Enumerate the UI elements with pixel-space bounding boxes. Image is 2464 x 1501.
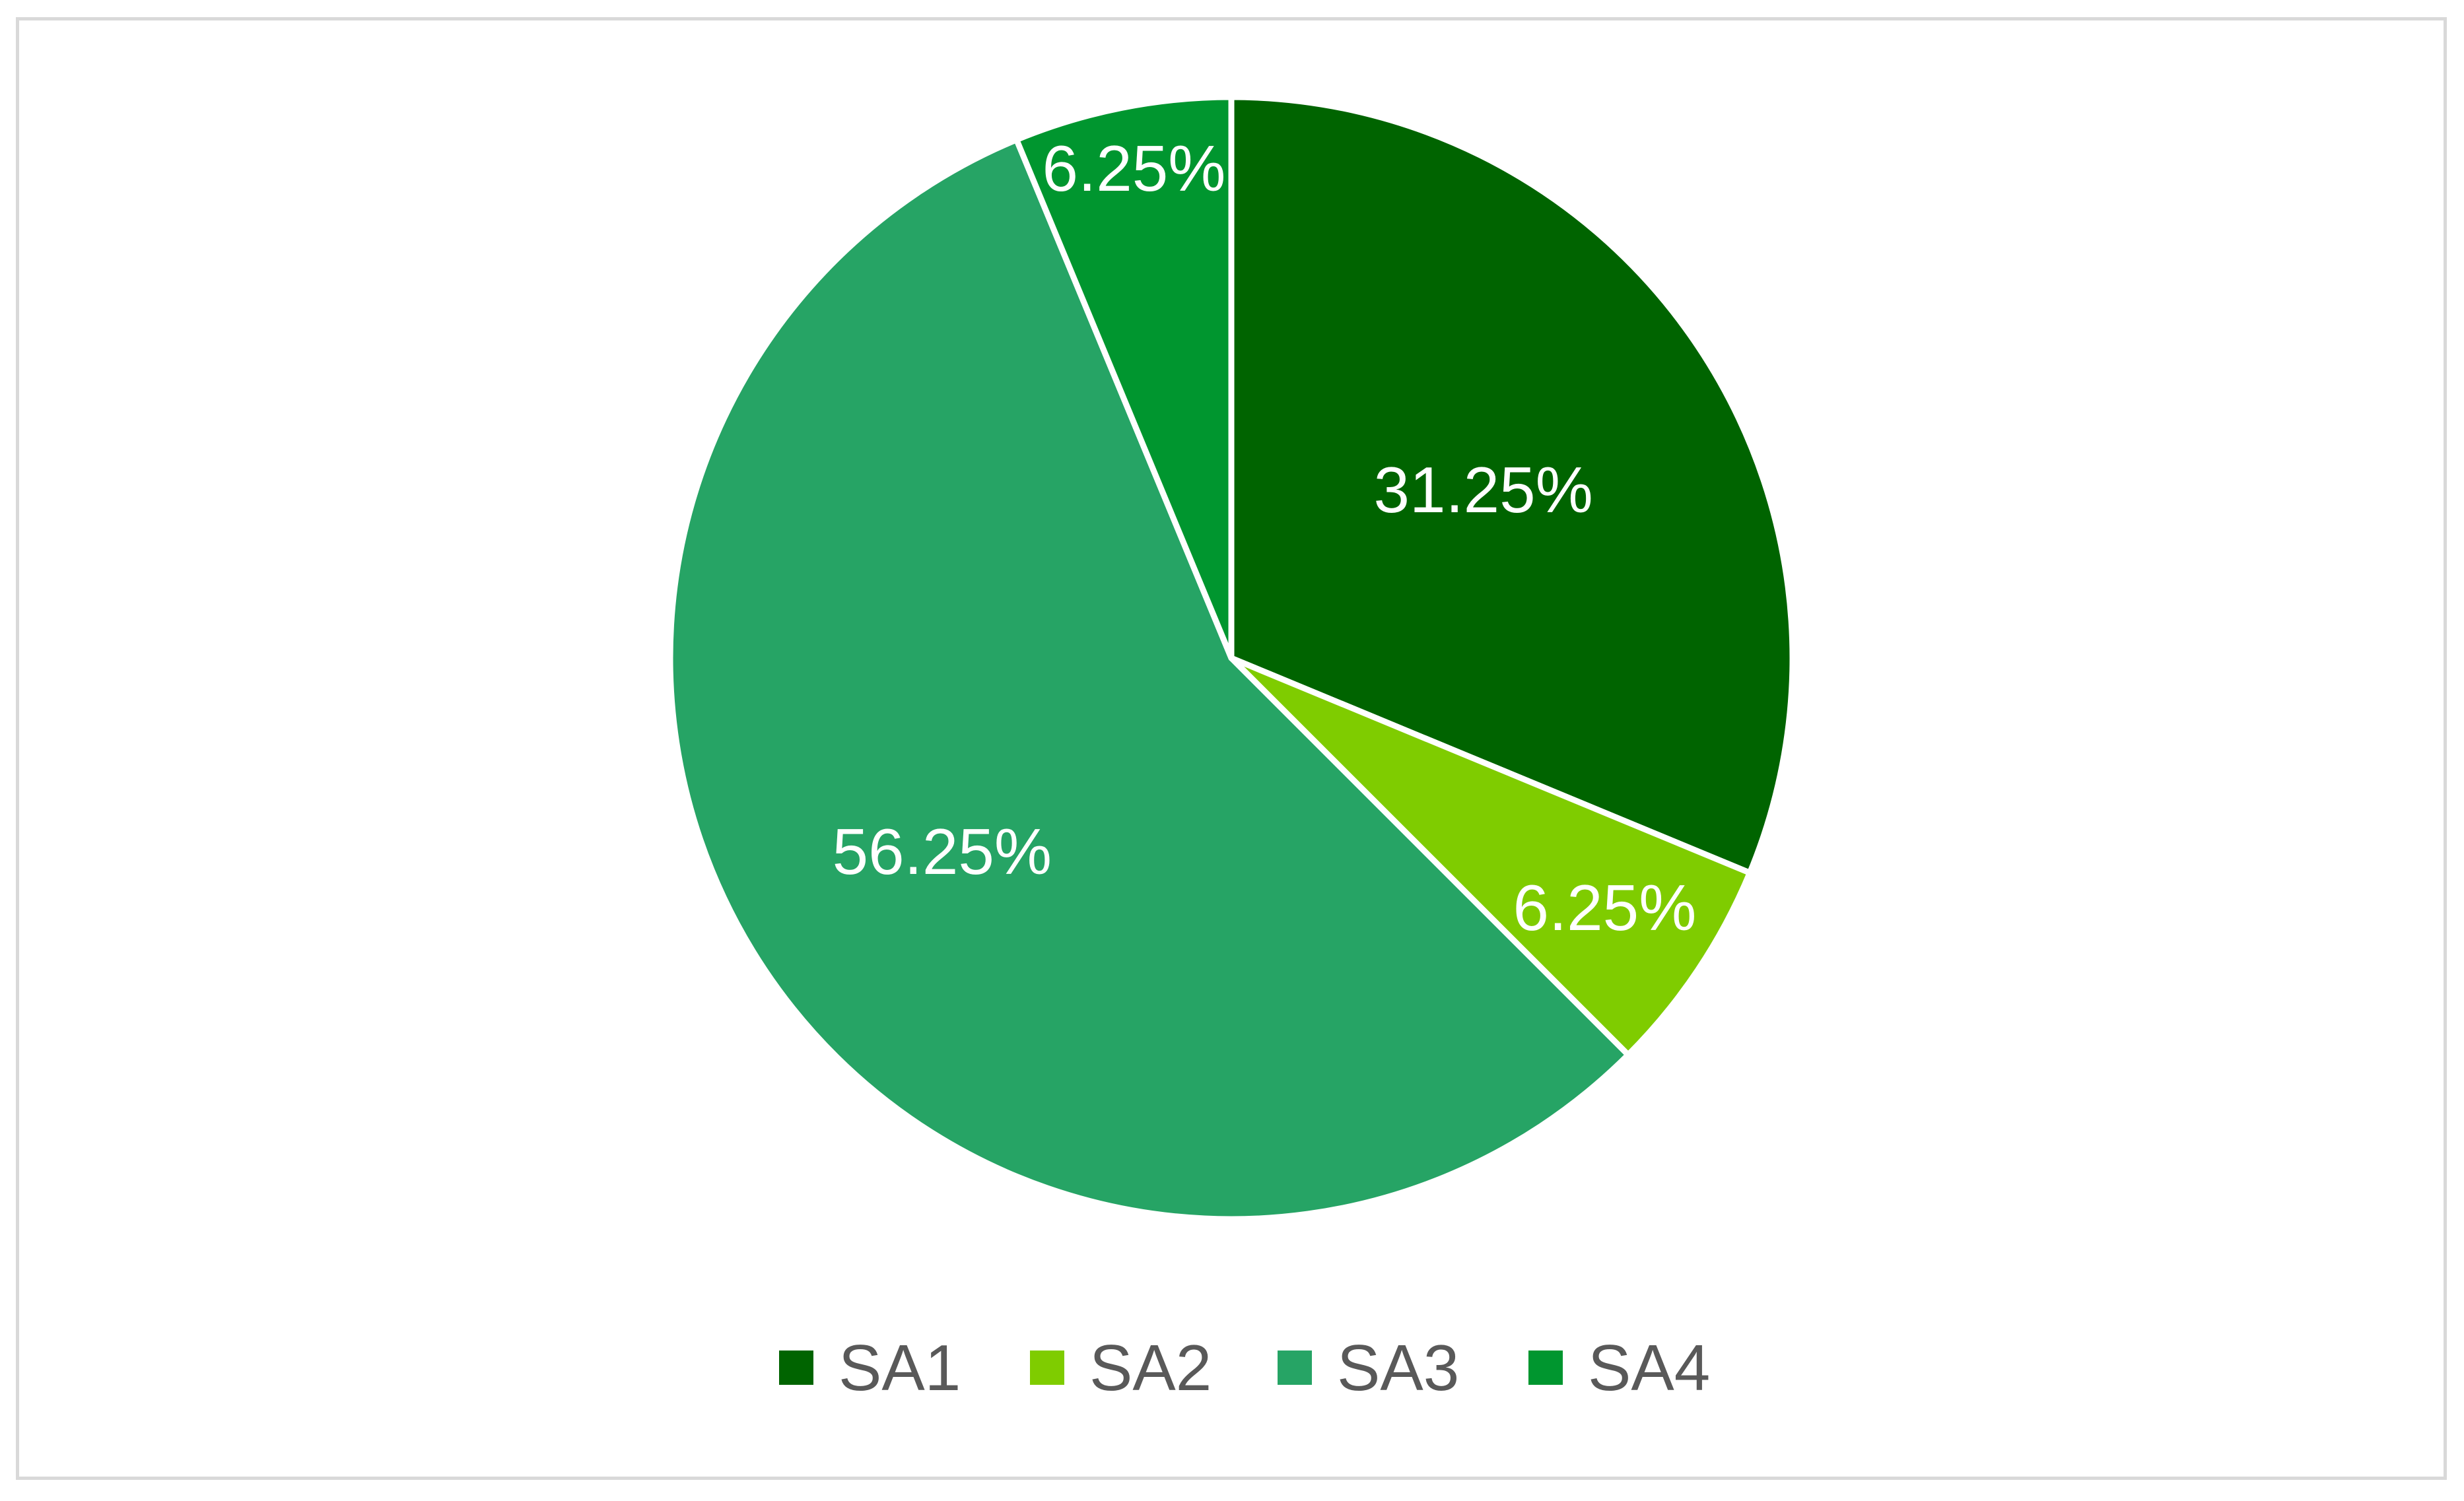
legend-label-sa2: SA2	[1089, 1331, 1212, 1404]
pie-slice-sa4	[1013, 94, 1235, 661]
legend-label-sa1: SA1	[838, 1331, 961, 1404]
data-label-sa1: 31.25%	[1373, 453, 1592, 526]
pie-slice-sa2	[1228, 655, 1753, 1058]
pie-data-labels: 31.25% 6.25% 56.25% 6.25%	[833, 132, 1697, 944]
legend-swatch-sa1	[779, 1351, 813, 1385]
data-label-sa3: 56.25%	[833, 815, 1052, 888]
pie-slice-sa3	[667, 137, 1631, 1222]
pie-slice-sa1	[1228, 94, 1796, 876]
legend-swatch-sa2	[1030, 1351, 1064, 1385]
legend-label-sa3: SA3	[1337, 1331, 1459, 1404]
legend-swatch-sa3	[1278, 1351, 1312, 1385]
legend-swatch-sa4	[1528, 1351, 1563, 1385]
data-label-sa2: 6.25%	[1513, 871, 1696, 944]
legend-label-sa4: SA4	[1588, 1331, 1710, 1404]
data-label-sa4: 6.25%	[1042, 132, 1225, 205]
legend: SA1 SA2 SA3 SA4	[779, 1331, 1710, 1404]
pie-slices	[667, 94, 1796, 1222]
